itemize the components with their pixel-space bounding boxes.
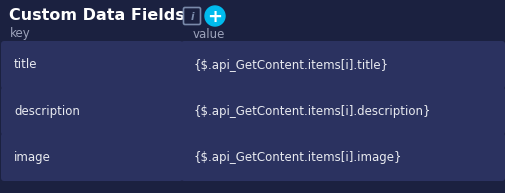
FancyBboxPatch shape	[181, 87, 504, 135]
Text: {$.api_GetContent.items[i].image}: {$.api_GetContent.items[i].image}	[193, 151, 401, 163]
Circle shape	[205, 6, 225, 26]
Text: title: title	[14, 58, 37, 71]
Text: image: image	[14, 151, 51, 163]
FancyBboxPatch shape	[181, 133, 504, 181]
Text: value: value	[192, 27, 225, 41]
FancyBboxPatch shape	[181, 41, 504, 89]
Text: i: i	[190, 12, 193, 21]
Text: Custom Data Fields: Custom Data Fields	[9, 8, 184, 24]
Text: +: +	[207, 8, 222, 25]
FancyBboxPatch shape	[1, 133, 183, 181]
Text: key: key	[10, 27, 31, 41]
FancyBboxPatch shape	[1, 41, 183, 89]
FancyBboxPatch shape	[183, 8, 200, 25]
FancyBboxPatch shape	[1, 87, 183, 135]
Text: description: description	[14, 104, 80, 118]
Text: {$.api_GetContent.items[i].title}: {$.api_GetContent.items[i].title}	[193, 58, 388, 71]
Text: {$.api_GetContent.items[i].description}: {$.api_GetContent.items[i].description}	[193, 104, 431, 118]
